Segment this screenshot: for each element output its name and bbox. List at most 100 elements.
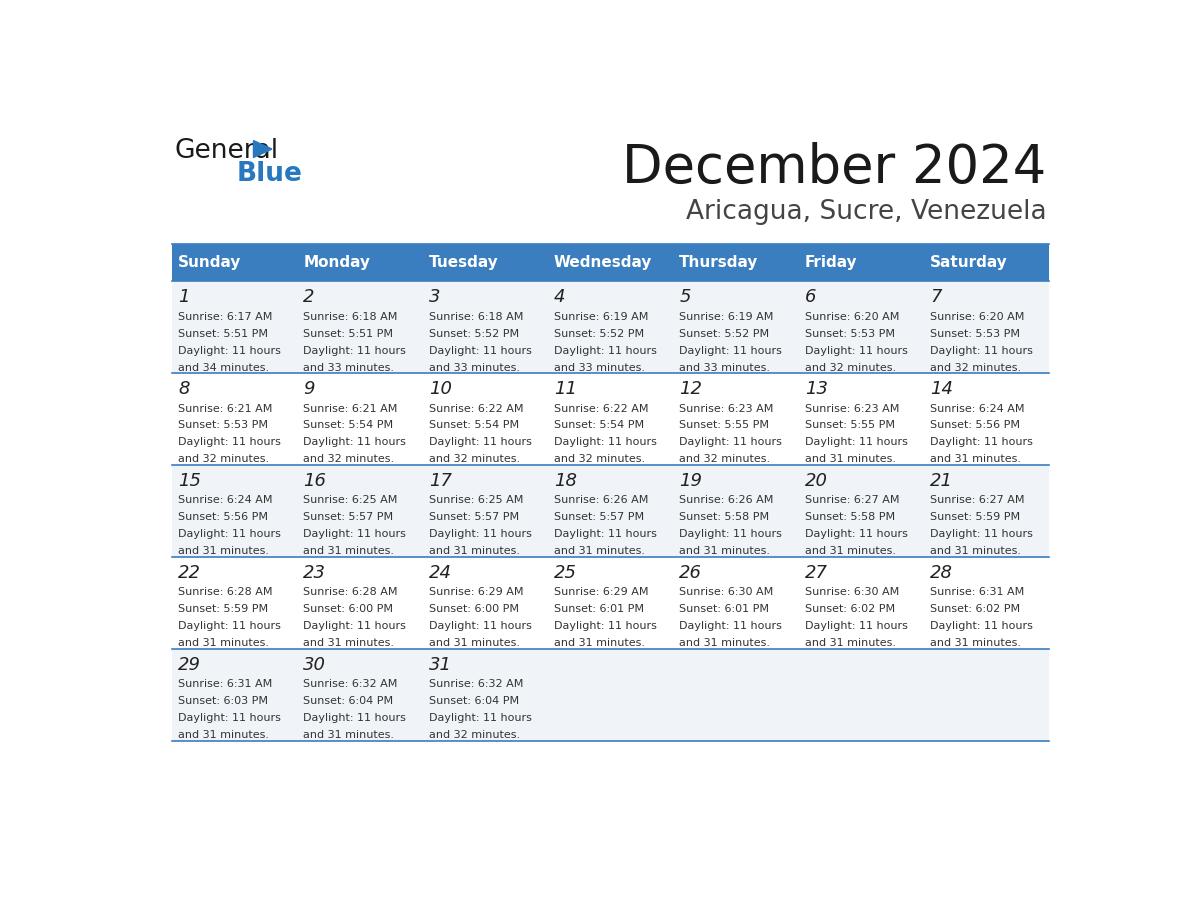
Text: Sunset: 5:51 PM: Sunset: 5:51 PM	[178, 329, 268, 339]
Text: Daylight: 11 hours: Daylight: 11 hours	[930, 530, 1032, 540]
Text: 14: 14	[930, 380, 953, 398]
Text: 31: 31	[429, 655, 451, 674]
Text: 21: 21	[930, 472, 953, 490]
Text: Sunrise: 6:26 AM: Sunrise: 6:26 AM	[554, 496, 649, 506]
Text: and 31 minutes.: and 31 minutes.	[429, 638, 519, 648]
Polygon shape	[253, 140, 272, 158]
Text: and 33 minutes.: and 33 minutes.	[429, 363, 519, 373]
Text: Daylight: 11 hours: Daylight: 11 hours	[303, 345, 406, 355]
Bar	[297, 244, 422, 281]
Text: 28: 28	[930, 564, 953, 582]
Text: and 31 minutes.: and 31 minutes.	[804, 546, 896, 556]
Text: Sunrise: 6:18 AM: Sunrise: 6:18 AM	[429, 311, 523, 321]
Text: Sunset: 5:51 PM: Sunset: 5:51 PM	[303, 329, 393, 339]
Text: Daylight: 11 hours: Daylight: 11 hours	[178, 438, 280, 447]
Text: 18: 18	[554, 472, 577, 490]
Text: Sunrise: 6:28 AM: Sunrise: 6:28 AM	[178, 588, 272, 598]
Bar	[171, 557, 1049, 649]
Text: Daylight: 11 hours: Daylight: 11 hours	[429, 345, 531, 355]
Text: and 31 minutes.: and 31 minutes.	[680, 638, 770, 648]
Text: Daylight: 11 hours: Daylight: 11 hours	[303, 713, 406, 723]
Text: Daylight: 11 hours: Daylight: 11 hours	[303, 438, 406, 447]
Text: and 32 minutes.: and 32 minutes.	[178, 454, 270, 465]
Text: and 31 minutes.: and 31 minutes.	[178, 730, 268, 740]
Bar	[923, 244, 1049, 281]
Text: Sunrise: 6:24 AM: Sunrise: 6:24 AM	[930, 404, 1024, 413]
Text: and 32 minutes.: and 32 minutes.	[303, 454, 394, 465]
Text: 6: 6	[804, 288, 816, 307]
Text: Sunset: 5:58 PM: Sunset: 5:58 PM	[804, 512, 895, 522]
Text: Sunset: 5:54 PM: Sunset: 5:54 PM	[429, 420, 519, 431]
Text: Sunrise: 6:24 AM: Sunrise: 6:24 AM	[178, 496, 272, 506]
Text: Daylight: 11 hours: Daylight: 11 hours	[680, 438, 782, 447]
Text: Aricagua, Sucre, Venezuela: Aricagua, Sucre, Venezuela	[685, 198, 1047, 225]
Text: Sunset: 5:53 PM: Sunset: 5:53 PM	[930, 329, 1020, 339]
Text: 17: 17	[429, 472, 451, 490]
Text: 24: 24	[429, 564, 451, 582]
Text: Sunrise: 6:26 AM: Sunrise: 6:26 AM	[680, 496, 773, 506]
Text: and 32 minutes.: and 32 minutes.	[930, 363, 1022, 373]
Text: Sunset: 5:59 PM: Sunset: 5:59 PM	[930, 512, 1020, 522]
Text: Sunset: 5:57 PM: Sunset: 5:57 PM	[303, 512, 393, 522]
Text: and 32 minutes.: and 32 minutes.	[804, 363, 896, 373]
Text: and 31 minutes.: and 31 minutes.	[178, 638, 268, 648]
Bar	[548, 244, 672, 281]
Text: and 33 minutes.: and 33 minutes.	[554, 363, 645, 373]
Text: Sunset: 5:52 PM: Sunset: 5:52 PM	[429, 329, 519, 339]
Text: Daylight: 11 hours: Daylight: 11 hours	[930, 438, 1032, 447]
Text: Sunrise: 6:22 AM: Sunrise: 6:22 AM	[554, 404, 649, 413]
Text: 13: 13	[804, 380, 828, 398]
Text: and 31 minutes.: and 31 minutes.	[930, 454, 1020, 465]
Text: Sunrise: 6:25 AM: Sunrise: 6:25 AM	[429, 496, 523, 506]
Text: Blue: Blue	[236, 161, 303, 187]
Text: Daylight: 11 hours: Daylight: 11 hours	[554, 438, 657, 447]
Text: Sunrise: 6:32 AM: Sunrise: 6:32 AM	[429, 679, 523, 689]
Text: 27: 27	[804, 564, 828, 582]
Text: 30: 30	[303, 655, 327, 674]
Text: Sunrise: 6:29 AM: Sunrise: 6:29 AM	[429, 588, 523, 598]
Text: and 31 minutes.: and 31 minutes.	[930, 546, 1020, 556]
Text: 15: 15	[178, 472, 201, 490]
Bar	[171, 281, 1049, 373]
Text: and 31 minutes.: and 31 minutes.	[303, 546, 394, 556]
Text: 1: 1	[178, 288, 189, 307]
Text: Sunset: 6:01 PM: Sunset: 6:01 PM	[554, 604, 644, 614]
Text: and 31 minutes.: and 31 minutes.	[429, 546, 519, 556]
Text: Daylight: 11 hours: Daylight: 11 hours	[554, 530, 657, 540]
Text: Sunrise: 6:18 AM: Sunrise: 6:18 AM	[303, 311, 398, 321]
Text: Daylight: 11 hours: Daylight: 11 hours	[680, 345, 782, 355]
Text: and 32 minutes.: and 32 minutes.	[554, 454, 645, 465]
Text: Sunset: 5:58 PM: Sunset: 5:58 PM	[680, 512, 770, 522]
Text: and 31 minutes.: and 31 minutes.	[680, 546, 770, 556]
Text: Friday: Friday	[804, 255, 858, 270]
Text: Sunset: 5:56 PM: Sunset: 5:56 PM	[930, 420, 1020, 431]
Text: Sunrise: 6:31 AM: Sunrise: 6:31 AM	[930, 588, 1024, 598]
Text: Sunset: 6:02 PM: Sunset: 6:02 PM	[804, 604, 895, 614]
Text: Sunset: 5:57 PM: Sunset: 5:57 PM	[429, 512, 519, 522]
Text: Sunset: 5:55 PM: Sunset: 5:55 PM	[680, 420, 770, 431]
Text: Sunrise: 6:29 AM: Sunrise: 6:29 AM	[554, 588, 649, 598]
Bar	[171, 649, 1049, 741]
Text: 10: 10	[429, 380, 451, 398]
Text: 19: 19	[680, 472, 702, 490]
Text: and 34 minutes.: and 34 minutes.	[178, 363, 270, 373]
Bar	[672, 244, 798, 281]
Text: Sunrise: 6:17 AM: Sunrise: 6:17 AM	[178, 311, 272, 321]
Text: 5: 5	[680, 288, 691, 307]
Text: Sunrise: 6:25 AM: Sunrise: 6:25 AM	[303, 496, 398, 506]
Text: Sunset: 5:53 PM: Sunset: 5:53 PM	[178, 420, 268, 431]
Text: Daylight: 11 hours: Daylight: 11 hours	[178, 713, 280, 723]
Text: 12: 12	[680, 380, 702, 398]
Text: 16: 16	[303, 472, 327, 490]
Text: and 31 minutes.: and 31 minutes.	[930, 638, 1020, 648]
Text: 2: 2	[303, 288, 315, 307]
Text: Sunrise: 6:30 AM: Sunrise: 6:30 AM	[680, 588, 773, 598]
Text: Sunrise: 6:30 AM: Sunrise: 6:30 AM	[804, 588, 899, 598]
Text: 4: 4	[554, 288, 565, 307]
Text: Daylight: 11 hours: Daylight: 11 hours	[930, 345, 1032, 355]
Text: Daylight: 11 hours: Daylight: 11 hours	[804, 530, 908, 540]
Text: Sunset: 5:53 PM: Sunset: 5:53 PM	[804, 329, 895, 339]
Text: and 31 minutes.: and 31 minutes.	[804, 454, 896, 465]
Text: Sunset: 5:55 PM: Sunset: 5:55 PM	[804, 420, 895, 431]
Text: Daylight: 11 hours: Daylight: 11 hours	[178, 530, 280, 540]
